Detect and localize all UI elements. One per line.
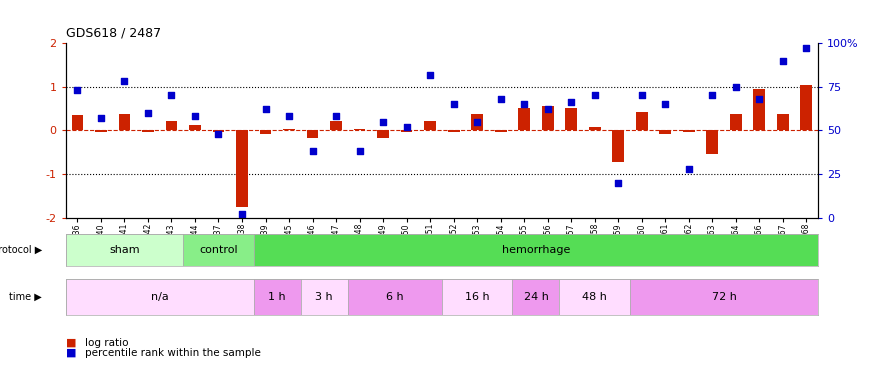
- Bar: [424, 121, 436, 130]
- Text: log ratio: log ratio: [85, 338, 129, 348]
- Point: [141, 110, 155, 116]
- Text: control: control: [200, 245, 238, 255]
- Bar: [165, 121, 178, 130]
- Text: GDS618 / 2487: GDS618 / 2487: [66, 26, 161, 39]
- Text: 6 h: 6 h: [386, 292, 403, 302]
- Bar: [801, 84, 812, 130]
- Bar: [66, 279, 254, 315]
- Bar: [442, 279, 513, 315]
- Point: [353, 148, 367, 154]
- Bar: [189, 125, 201, 130]
- Point: [94, 115, 108, 121]
- Point: [517, 101, 531, 107]
- Bar: [730, 114, 742, 130]
- Text: 16 h: 16 h: [465, 292, 489, 302]
- Point: [705, 93, 719, 99]
- Point: [493, 96, 507, 102]
- Point: [800, 45, 814, 51]
- Bar: [306, 130, 318, 138]
- Bar: [142, 130, 154, 132]
- Bar: [494, 130, 507, 132]
- Point: [188, 113, 202, 119]
- Bar: [513, 279, 559, 315]
- Bar: [95, 130, 107, 132]
- Bar: [72, 115, 83, 130]
- Bar: [254, 234, 818, 266]
- Bar: [589, 127, 600, 130]
- Bar: [284, 129, 295, 130]
- Bar: [183, 234, 254, 266]
- Point: [470, 118, 484, 124]
- Text: ■: ■: [66, 338, 76, 348]
- Bar: [260, 130, 271, 134]
- Point: [634, 93, 648, 99]
- Text: hemorrhage: hemorrhage: [501, 245, 570, 255]
- Bar: [682, 130, 695, 132]
- Text: 48 h: 48 h: [582, 292, 607, 302]
- Bar: [753, 89, 766, 130]
- Text: 72 h: 72 h: [711, 292, 737, 302]
- Bar: [213, 130, 224, 132]
- Bar: [636, 112, 648, 130]
- Point: [752, 96, 766, 102]
- Point: [446, 101, 460, 107]
- Point: [682, 166, 696, 172]
- Point: [329, 113, 343, 119]
- Point: [70, 87, 84, 93]
- Point: [658, 101, 672, 107]
- Bar: [301, 279, 348, 315]
- Text: 24 h: 24 h: [523, 292, 549, 302]
- Point: [424, 72, 438, 78]
- Text: time ▶: time ▶: [10, 292, 42, 302]
- Bar: [630, 279, 818, 315]
- Text: protocol ▶: protocol ▶: [0, 245, 42, 255]
- Text: 3 h: 3 h: [316, 292, 333, 302]
- Bar: [401, 130, 412, 132]
- Bar: [377, 130, 389, 138]
- Point: [376, 118, 390, 124]
- Point: [541, 106, 555, 112]
- Bar: [348, 279, 442, 315]
- Point: [729, 84, 743, 90]
- Point: [258, 106, 272, 112]
- Point: [588, 93, 602, 99]
- Bar: [118, 114, 130, 130]
- Bar: [472, 114, 483, 130]
- Bar: [565, 108, 578, 130]
- Bar: [448, 130, 459, 132]
- Bar: [559, 279, 630, 315]
- Point: [164, 93, 178, 99]
- Bar: [254, 279, 301, 315]
- Text: ■: ■: [66, 348, 76, 357]
- Point: [117, 78, 131, 84]
- Text: 1 h: 1 h: [269, 292, 286, 302]
- Text: sham: sham: [109, 245, 140, 255]
- Bar: [354, 129, 366, 130]
- Point: [305, 148, 319, 154]
- Bar: [236, 130, 248, 207]
- Bar: [777, 114, 788, 130]
- Bar: [330, 121, 342, 130]
- Bar: [706, 130, 718, 154]
- Bar: [660, 130, 671, 134]
- Bar: [612, 130, 624, 162]
- Point: [776, 57, 790, 63]
- Bar: [66, 234, 183, 266]
- Point: [282, 113, 296, 119]
- Point: [564, 99, 578, 105]
- Bar: [542, 106, 554, 130]
- Text: percentile rank within the sample: percentile rank within the sample: [85, 348, 261, 357]
- Point: [400, 124, 414, 130]
- Point: [612, 180, 626, 186]
- Text: n/a: n/a: [150, 292, 169, 302]
- Point: [235, 211, 249, 217]
- Bar: [518, 108, 530, 130]
- Point: [212, 131, 226, 137]
